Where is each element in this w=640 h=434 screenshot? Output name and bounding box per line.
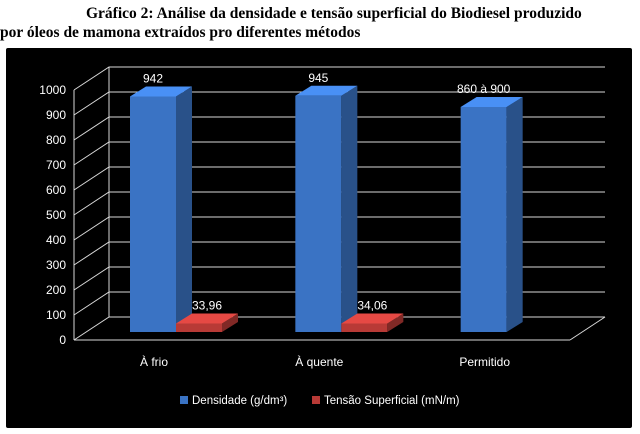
- y-tick-label: 0: [59, 333, 66, 347]
- y-tick-label: 800: [46, 133, 66, 147]
- x-category-label: À quente: [295, 354, 343, 369]
- data-label: 945: [308, 71, 328, 85]
- chart-caption: Gráfico 2: Análise da densidade e tensão…: [0, 4, 640, 42]
- y-tick-label: 100: [46, 308, 66, 322]
- y-tick-label: 1000: [39, 83, 66, 97]
- bar: [341, 313, 404, 332]
- bar: [295, 85, 358, 332]
- y-tick-label: 500: [46, 208, 66, 222]
- bar: [176, 313, 238, 332]
- caption-line-2: por óleos de mamona extraídos pro difere…: [0, 24, 361, 41]
- y-tick-label: 900: [46, 108, 66, 122]
- x-category-label: À frio: [140, 354, 168, 369]
- data-label: 860 à 900: [457, 82, 511, 96]
- legend-label: Densidade (g/dm³): [192, 395, 287, 407]
- y-tick-label: 300: [46, 258, 66, 272]
- y-tick-label: 200: [46, 283, 66, 297]
- legend-swatch: [180, 396, 188, 404]
- bars-layer: [130, 85, 523, 332]
- data-label: 942: [143, 72, 163, 86]
- data-label: 34,06: [357, 298, 387, 312]
- data-label: 33,96: [192, 299, 222, 313]
- x-category-label: Permitido: [459, 355, 510, 369]
- floor-right-edge: [569, 316, 606, 341]
- legend-swatch: [312, 396, 320, 404]
- bar: [130, 86, 192, 332]
- legend-label: Tensão Superficial (mN/m): [324, 395, 460, 407]
- labels-layer: 0 100 200 300 400 500 600 700 800 900 1000 942 33,96…: [39, 71, 510, 369]
- y-tick-label: 600: [46, 183, 66, 197]
- y-tick-label: 700: [46, 158, 66, 172]
- y-tick-label: 400: [46, 233, 66, 247]
- grid-layer: [73, 66, 606, 341]
- caption-line-1: Gráfico 2: Análise da densidade e tensão…: [86, 5, 582, 22]
- bar: [460, 97, 523, 332]
- legend: Densidade (g/dm³) Tensão Superficial (mN/…: [180, 395, 460, 407]
